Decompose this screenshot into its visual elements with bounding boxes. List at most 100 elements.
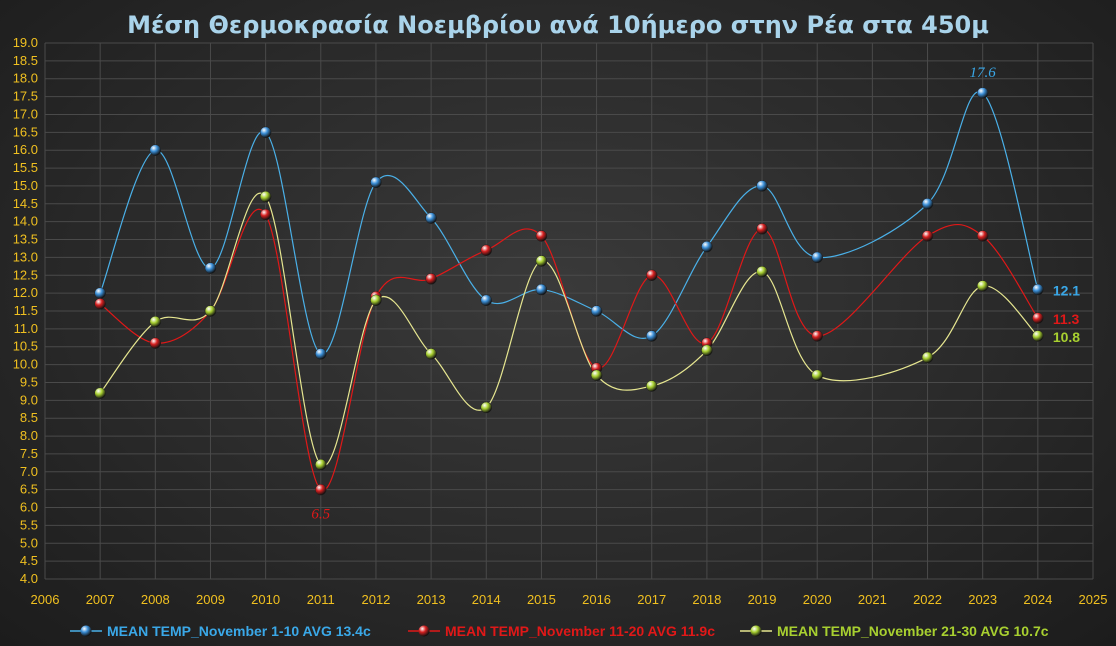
data-point [259, 190, 272, 203]
data-point [1032, 283, 1044, 296]
y-tick-label: 10.0 [13, 357, 38, 372]
data-point [756, 223, 768, 235]
data-point [425, 348, 437, 360]
data-point [535, 255, 548, 267]
y-tick-label: 5.0 [20, 535, 38, 550]
y-tick-label: 5.5 [20, 517, 38, 532]
data-point [94, 298, 106, 310]
data-point [811, 330, 823, 342]
data-point [1032, 312, 1044, 324]
x-tick-label: 2022 [913, 592, 942, 607]
data-point [645, 380, 658, 392]
data-point [590, 369, 603, 382]
data-labels: 17.6 6.5 12.1 11.3 10.8 [311, 65, 1080, 523]
data-point [701, 344, 713, 357]
legend-entry: MEAN TEMP_November 11-20 AVG 11.9c [445, 623, 715, 639]
annotation-label: 17.6 [970, 65, 997, 81]
data-point [315, 458, 327, 471]
y-tick-label: 8.5 [20, 410, 38, 425]
x-tick-label: 2009 [196, 592, 225, 607]
series-line-1 [99, 91, 1039, 355]
data-point [535, 230, 548, 242]
legend-marker [750, 625, 762, 637]
data-point [204, 305, 217, 317]
annotation-label: 6.5 [311, 507, 330, 523]
x-tick-label: 2025 [1079, 592, 1108, 607]
x-tick-label: 2010 [251, 592, 280, 607]
y-tick-label: 15.0 [13, 178, 38, 193]
data-point [535, 283, 548, 296]
data-point [259, 126, 272, 139]
grid [44, 42, 1094, 580]
y-tick-label: 16.5 [13, 124, 38, 139]
x-tick-label: 2019 [748, 592, 777, 607]
data-point [811, 251, 823, 264]
x-tick-label: 2013 [417, 592, 446, 607]
data-point [425, 273, 437, 285]
y-tick-label: 19.0 [13, 35, 38, 50]
data-point [921, 198, 934, 210]
x-tick-label: 2017 [637, 592, 666, 607]
y-tick-label: 7.5 [20, 446, 38, 461]
data-point [480, 401, 493, 414]
y-tick-label: 9.5 [20, 374, 38, 389]
legend-marker [80, 625, 92, 637]
data-point [701, 240, 713, 253]
data-point [315, 483, 327, 496]
y-tick-label: 4.5 [20, 553, 38, 568]
series-line-3 [99, 192, 1039, 467]
y-tick-label: 16.0 [13, 142, 38, 157]
data-point [149, 315, 162, 328]
data-point [94, 287, 106, 299]
y-tick-label: 18.0 [13, 71, 38, 86]
legend-entry: MEAN TEMP_November 1-10 AVG 13.4c [107, 623, 371, 639]
y-tick-label: 14.5 [13, 196, 38, 211]
data-point [370, 294, 382, 307]
y-tick-label: 10.5 [13, 339, 38, 354]
data-point [204, 262, 217, 274]
data-point [921, 230, 934, 242]
x-tick-label: 2007 [86, 592, 115, 607]
data-point [756, 265, 768, 278]
series-lines [99, 91, 1039, 491]
data-point [425, 212, 437, 224]
axes: 4.0 4.5 5.0 5.5 6.0 6.5 7.0 7.5 8.0 8.5 9.0 9.5 10.0… [13, 35, 1108, 607]
y-tick-label: 13.0 [13, 249, 38, 264]
x-tick-label: 2018 [692, 592, 721, 607]
data-point [480, 244, 493, 257]
y-tick-label: 17.5 [13, 89, 38, 104]
data-point [590, 305, 603, 317]
data-point [259, 208, 272, 221]
data-point [149, 144, 162, 156]
legend-marker [418, 625, 430, 637]
data-point [94, 387, 106, 399]
y-tick-label: 11.5 [14, 303, 38, 318]
y-tick-label: 6.5 [20, 482, 38, 497]
data-point [645, 330, 658, 342]
chart-title: Μέση Θερμοκρασία Νοεμβρίου ανά 10ήμερο σ… [127, 11, 989, 39]
series-points [94, 87, 1044, 496]
y-tick-label: 12.5 [13, 267, 38, 282]
data-point [976, 280, 989, 292]
y-tick-label: 15.5 [13, 160, 38, 175]
y-tick-label: 7.0 [20, 464, 38, 479]
x-tick-label: 2012 [361, 592, 390, 607]
x-tick-label: 2020 [803, 592, 832, 607]
legend-entry: MEAN TEMP_November 21-30 AVG 10.7c [777, 623, 1049, 639]
x-tick-label: 2011 [307, 592, 335, 607]
data-point [1032, 330, 1044, 342]
data-point [976, 230, 989, 242]
x-tick-label: 2024 [1023, 592, 1052, 607]
y-tick-label: 4.0 [20, 571, 38, 586]
y-tick-label: 11.0 [14, 321, 38, 336]
data-point [370, 176, 382, 189]
data-point [480, 294, 493, 307]
x-tick-label: 2008 [141, 592, 170, 607]
y-tick-label: 12.0 [13, 285, 38, 300]
y-tick-label: 6.0 [20, 500, 38, 515]
x-tick-label: 2014 [472, 592, 501, 607]
y-tick-label: 18.5 [13, 53, 38, 68]
y-tick-label: 17.0 [13, 106, 38, 121]
